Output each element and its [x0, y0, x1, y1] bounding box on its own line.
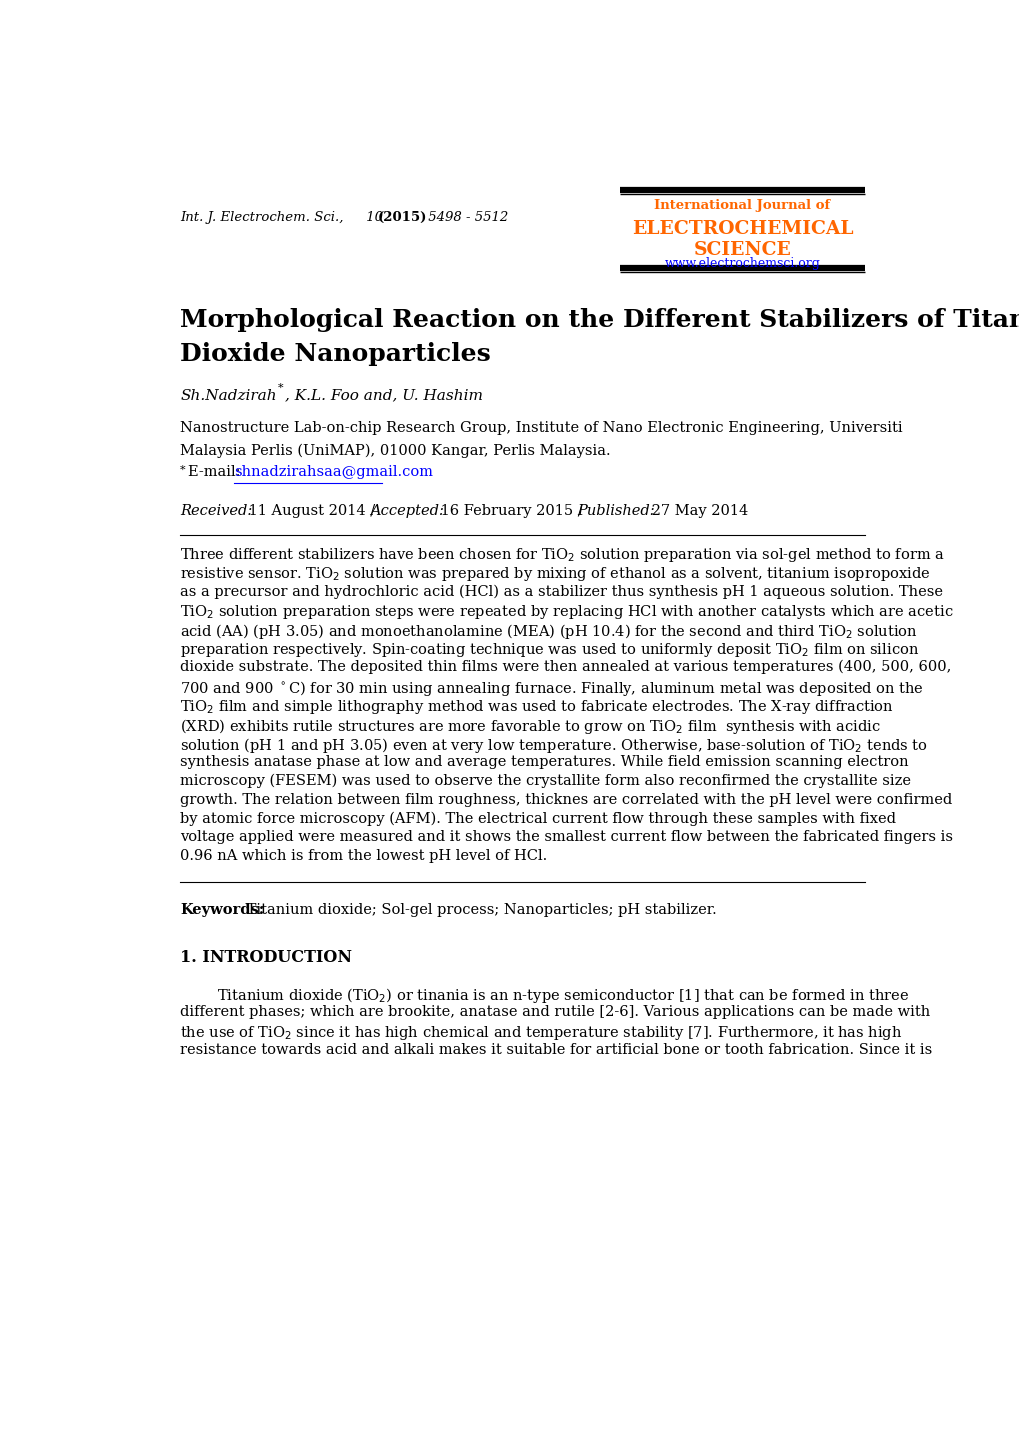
Text: Sh.Nadzirah: Sh.Nadzirah [180, 389, 276, 402]
Text: solution (pH 1 and pH 3.05) even at very low temperature. Otherwise, base-soluti: solution (pH 1 and pH 3.05) even at very… [180, 736, 927, 755]
Text: 10: 10 [362, 212, 387, 225]
Text: the use of TiO$_2$ since it has high chemical and temperature stability [7]. Fur: the use of TiO$_2$ since it has high che… [180, 1025, 902, 1042]
Text: voltage applied were measured and it shows the smallest current flow between the: voltage applied were measured and it sho… [180, 830, 953, 844]
Text: synthesis anatase phase at low and average temperatures. While field emission sc: synthesis anatase phase at low and avera… [180, 755, 908, 768]
Text: shnadzirahsaa@gmail.com: shnadzirahsaa@gmail.com [234, 465, 433, 478]
Text: 1. INTRODUCTION: 1. INTRODUCTION [180, 950, 352, 967]
Text: preparation respectively. Spin-coating technique was used to uniformly deposit T: preparation respectively. Spin-coating t… [180, 641, 918, 659]
Text: TiO$_2$ solution preparation steps were repeated by replacing HCl with another c: TiO$_2$ solution preparation steps were … [180, 604, 953, 621]
Text: , K.L. Foo and, U. Hashim: , K.L. Foo and, U. Hashim [284, 389, 482, 402]
Text: TiO$_2$ film and simple lithography method was used to fabricate electrodes. The: TiO$_2$ film and simple lithography meth… [180, 697, 893, 716]
Text: different phases; which are brookite, anatase and rutile [2-6]. Various applicat: different phases; which are brookite, an… [180, 1006, 929, 1019]
Text: Published:: Published: [577, 504, 654, 517]
Text: ELECTROCHEMICAL: ELECTROCHEMICAL [631, 220, 852, 238]
Text: by atomic force microscopy (AFM). The electrical current flow through these samp: by atomic force microscopy (AFM). The el… [180, 811, 896, 826]
Text: as a precursor and hydrochloric acid (HCl) as a stabilizer thus synthesis pH 1 a: as a precursor and hydrochloric acid (HC… [180, 584, 943, 598]
Text: (2015): (2015) [377, 212, 427, 225]
Text: 16 February 2015 /: 16 February 2015 / [435, 504, 587, 517]
Text: Three different stabilizers have been chosen for TiO$_2$ solution preparation vi: Three different stabilizers have been ch… [180, 546, 945, 565]
Text: Keywords:: Keywords: [180, 904, 264, 916]
Text: E-mail:: E-mail: [187, 465, 245, 478]
Text: acid (AA) (pH 3.05) and monoethanolamine (MEA) (pH 10.4) for the second and thir: acid (AA) (pH 3.05) and monoethanolamine… [180, 623, 917, 641]
Text: dioxide substrate. The deposited thin films were then annealed at various temper: dioxide substrate. The deposited thin fi… [180, 660, 951, 674]
Text: Dioxide Nanoparticles: Dioxide Nanoparticles [180, 342, 490, 366]
Text: resistive sensor. TiO$_2$ solution was prepared by mixing of ethanol as a solven: resistive sensor. TiO$_2$ solution was p… [180, 565, 929, 584]
Text: www.electrochemsci.org: www.electrochemsci.org [663, 256, 819, 269]
Text: Accepted:: Accepted: [370, 504, 443, 517]
Text: resistance towards acid and alkali makes it suitable for artificial bone or toot: resistance towards acid and alkali makes… [180, 1043, 931, 1058]
Text: *: * [180, 465, 185, 474]
Text: International Journal of: International Journal of [654, 199, 829, 212]
Text: Int. J. Electrochem. Sci.,: Int. J. Electrochem. Sci., [180, 212, 343, 225]
Text: microscopy (FESEM) was used to observe the crystallite form also reconfirmed the: microscopy (FESEM) was used to observe t… [180, 774, 910, 788]
Text: growth. The relation between film roughness, thicknes are correlated with the pH: growth. The relation between film roughn… [180, 793, 952, 807]
Text: 700 and 900 $^\circ$C) for 30 min using annealing furnace. Finally, aluminum met: 700 and 900 $^\circ$C) for 30 min using … [180, 679, 923, 697]
Text: Received:: Received: [180, 504, 253, 517]
Text: 5498 - 5512: 5498 - 5512 [424, 212, 508, 225]
Text: Titanium dioxide; Sol-gel process; Nanoparticles; pH stabilizer.: Titanium dioxide; Sol-gel process; Nanop… [242, 904, 716, 916]
Text: 0.96 nA which is from the lowest pH level of HCl.: 0.96 nA which is from the lowest pH leve… [180, 849, 547, 863]
Text: (XRD) exhibits rutile structures are more favorable to grow on TiO$_2$ film  syn: (XRD) exhibits rutile structures are mor… [180, 716, 880, 736]
Text: 11 August 2014 /: 11 August 2014 / [244, 504, 379, 517]
Text: Nanostructure Lab-on-chip Research Group, Institute of Nano Electronic Engineeri: Nanostructure Lab-on-chip Research Group… [180, 421, 902, 435]
Text: *: * [277, 383, 283, 393]
Text: SCIENCE: SCIENCE [693, 241, 791, 259]
Text: Titanium dioxide (TiO$_2$) or tinania is an n-type semiconductor [1] that can be: Titanium dioxide (TiO$_2$) or tinania is… [180, 986, 908, 1006]
Text: Malaysia Perlis (UniMAP), 01000 Kangar, Perlis Malaysia.: Malaysia Perlis (UniMAP), 01000 Kangar, … [180, 444, 610, 458]
Text: 27 May 2014: 27 May 2014 [646, 504, 747, 517]
Text: Morphological Reaction on the Different Stabilizers of Titanium: Morphological Reaction on the Different … [180, 308, 1019, 331]
